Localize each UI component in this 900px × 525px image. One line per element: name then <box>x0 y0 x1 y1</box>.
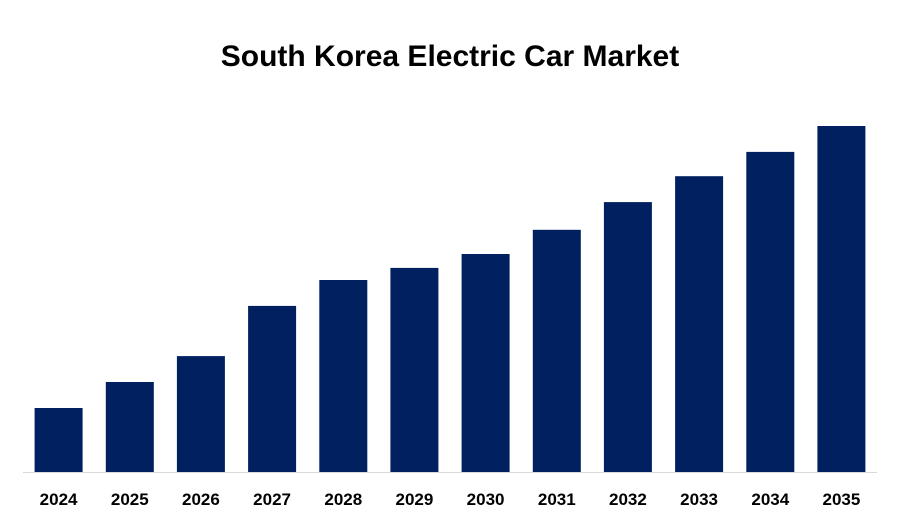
bar-2035 <box>817 126 866 472</box>
bar-2030 <box>461 254 510 472</box>
x-tick-label-2031: 2031 <box>538 490 576 509</box>
bar-2024 <box>34 408 83 472</box>
x-tick-label-2028: 2028 <box>324 490 362 509</box>
x-tick-label-2029: 2029 <box>395 490 433 509</box>
bar-2029 <box>390 267 439 472</box>
bar-2034 <box>746 151 795 472</box>
x-tick-label-2032: 2032 <box>609 490 647 509</box>
x-tick-label-2035: 2035 <box>822 490 860 509</box>
bar-2032 <box>603 202 652 472</box>
bar-2028 <box>319 280 368 472</box>
x-tick-label-2034: 2034 <box>751 490 789 509</box>
x-tick-label-2033: 2033 <box>680 490 718 509</box>
x-tick-label-2030: 2030 <box>467 490 505 509</box>
x-tick-label-2024: 2024 <box>40 490 78 509</box>
bar-2027 <box>248 305 297 472</box>
bar-2031 <box>532 229 581 472</box>
x-tick-label-2027: 2027 <box>253 490 291 509</box>
x-tick-label-2026: 2026 <box>182 490 220 509</box>
bar-2033 <box>675 176 724 472</box>
x-tick-label-2025: 2025 <box>111 490 149 509</box>
bar-2025 <box>105 382 154 472</box>
chart-title: South Korea Electric Car Market <box>220 40 680 73</box>
bar-2026 <box>176 356 225 472</box>
